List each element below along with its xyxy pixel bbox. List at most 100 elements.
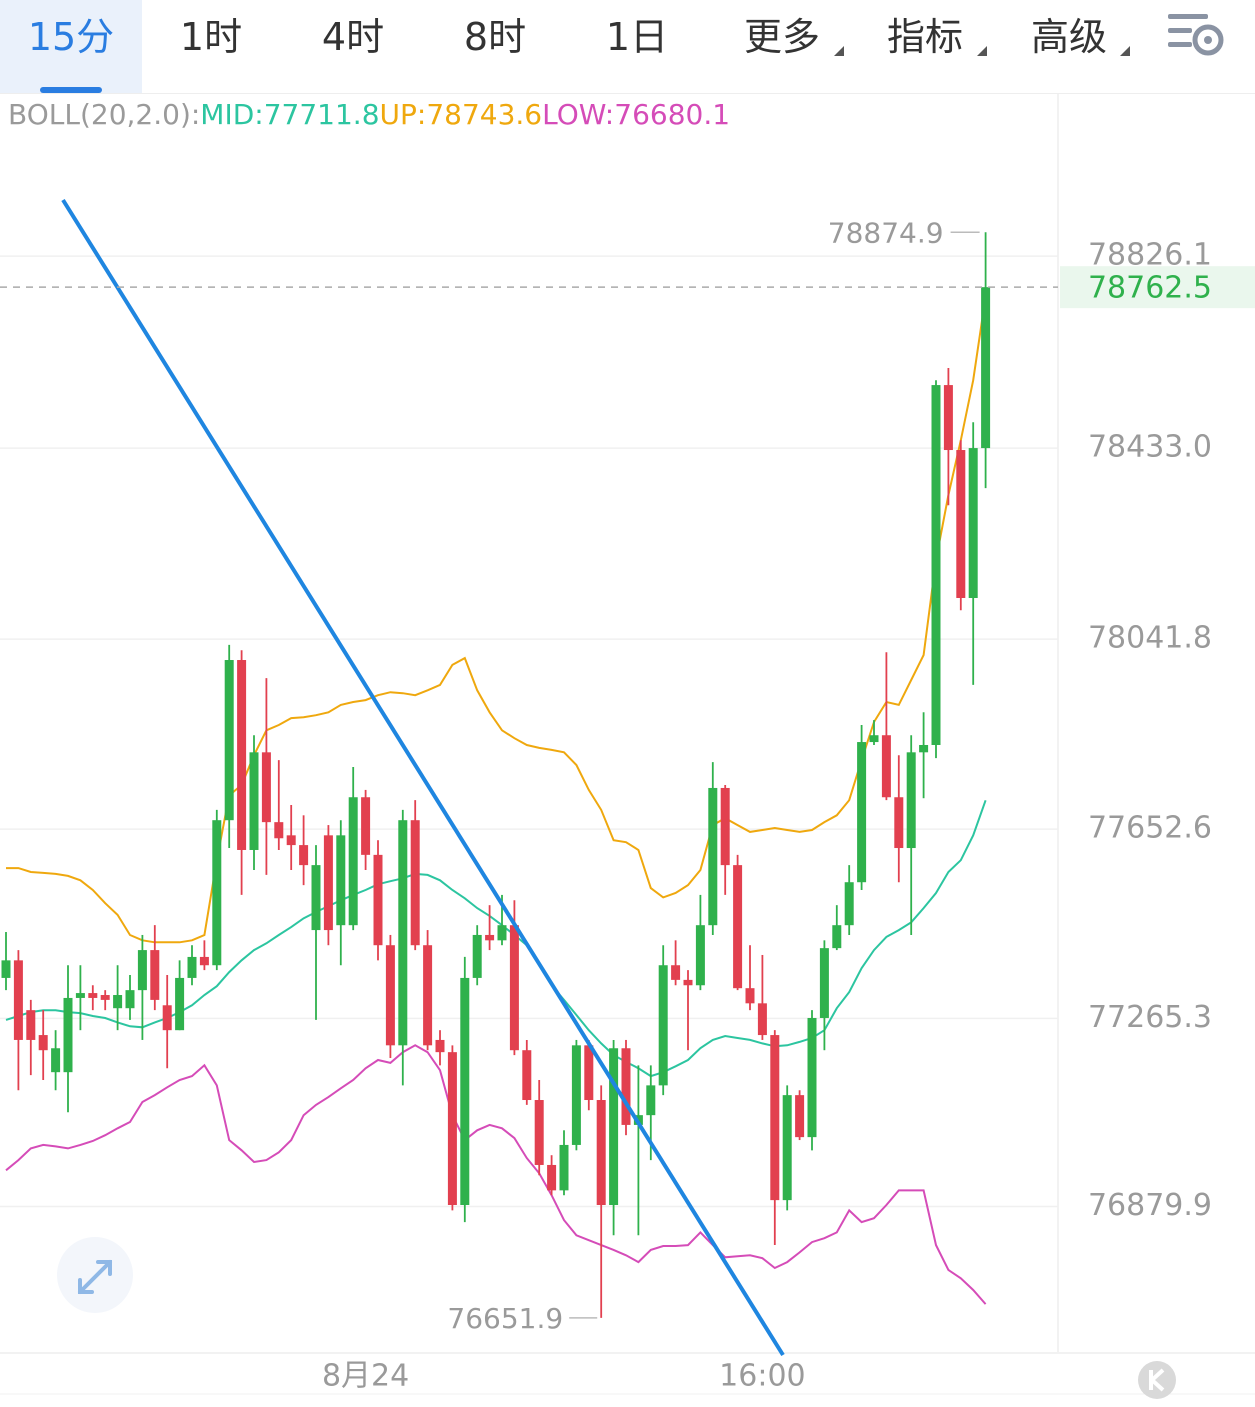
tab-bar: 15分 1时 4时 8时 1日 更多 指标 高级 xyxy=(0,0,1255,94)
logo-button[interactable] xyxy=(1138,1361,1176,1399)
candles xyxy=(1,232,991,1318)
candle-body xyxy=(968,448,978,598)
candle-body xyxy=(51,1048,61,1073)
candle-body xyxy=(336,835,346,926)
tab[interactable]: 1时 xyxy=(179,15,243,59)
candle-body xyxy=(398,820,408,1046)
candle-body xyxy=(931,385,941,745)
candle-body xyxy=(621,1048,631,1125)
candle-body xyxy=(361,797,371,855)
candle-body xyxy=(274,822,284,839)
legend-name: MID: xyxy=(200,98,263,131)
dropdown-marker xyxy=(977,46,987,56)
overlay: BOLL(20,2.0):MID:77711.8UP:78743.6LOW:76… xyxy=(0,98,1255,1335)
candle-body xyxy=(447,1052,457,1206)
candle-body xyxy=(261,752,271,823)
tab[interactable]: 高级 xyxy=(1030,15,1107,59)
settings-icon[interactable] xyxy=(1166,8,1226,68)
candle-body xyxy=(646,1085,656,1116)
legend-value: 76680.1 xyxy=(614,98,730,131)
candle-body xyxy=(770,1035,780,1201)
candle-body xyxy=(658,965,668,1086)
candle-body xyxy=(509,925,519,1051)
candle-body xyxy=(559,1144,569,1191)
candle-body xyxy=(385,945,395,1046)
candle-body xyxy=(113,995,123,1009)
candle-body xyxy=(88,993,98,998)
legend-value: 78743.6 xyxy=(426,98,542,131)
y-tick-label: 78826.1 xyxy=(1088,238,1212,273)
last-price-box xyxy=(1060,266,1255,309)
band-line xyxy=(6,296,987,944)
legend-label: BOLL(20,2.0): xyxy=(8,98,200,131)
candle-body xyxy=(745,988,755,1004)
band-line xyxy=(5,1044,987,1305)
candle-body xyxy=(299,845,309,866)
candle-body xyxy=(571,1045,581,1145)
candle-body xyxy=(671,965,681,980)
y-tick-label: 76879.9 xyxy=(1088,1188,1212,1223)
candle-body xyxy=(522,1050,532,1101)
legend-name: LOW: xyxy=(542,98,614,131)
y-tick-label: 78041.8 xyxy=(1088,621,1212,656)
candle-body xyxy=(175,977,185,1031)
candle-body xyxy=(782,1095,792,1201)
candle-body xyxy=(609,1048,619,1206)
candle-body xyxy=(286,835,296,846)
candle-body xyxy=(249,752,259,850)
candle-body xyxy=(348,797,358,926)
candle-body xyxy=(683,979,693,986)
tab[interactable]: 15分 xyxy=(0,0,142,93)
candle-body xyxy=(807,1017,817,1138)
candle-body xyxy=(187,956,197,978)
legend-name: UP: xyxy=(380,98,427,131)
x-tick-label: 16:00 xyxy=(719,1359,805,1394)
min-label: 76651.9 xyxy=(447,1302,563,1335)
candle-body xyxy=(906,752,916,849)
candle-body xyxy=(150,950,160,1000)
candle-body xyxy=(733,865,743,989)
candle-body xyxy=(410,820,420,946)
tab[interactable]: 4时 xyxy=(321,15,385,59)
candle-body xyxy=(943,385,953,451)
candle-body xyxy=(423,945,433,1046)
candle-body xyxy=(981,287,991,449)
tab[interactable]: 8时 xyxy=(463,15,527,59)
candle-body xyxy=(460,977,470,1206)
candle-body xyxy=(100,995,110,1000)
candle-body xyxy=(832,925,842,949)
candle-body xyxy=(956,450,966,598)
candle-body xyxy=(534,1100,544,1165)
candle-body xyxy=(38,1035,48,1051)
candle-body xyxy=(472,934,482,978)
drawn-trendline[interactable] xyxy=(61,198,785,1357)
candle-body xyxy=(212,820,222,966)
candle-body xyxy=(485,934,495,941)
candle-body xyxy=(137,950,147,991)
candle-body xyxy=(1,960,11,978)
tab[interactable]: 更多 xyxy=(743,15,820,59)
candle-body xyxy=(199,956,209,966)
max-label: 78874.9 xyxy=(828,216,944,249)
y-tick-label: 77265.3 xyxy=(1088,1000,1212,1035)
candle-body xyxy=(13,960,23,1040)
candle-body xyxy=(869,735,879,743)
candle-body xyxy=(757,1003,767,1036)
tab[interactable]: 指标 xyxy=(886,15,963,59)
candle-body xyxy=(795,1095,805,1138)
x-tick-label: 8月24 xyxy=(322,1359,409,1394)
candle-body xyxy=(881,735,891,798)
candle-body xyxy=(919,744,929,753)
legend-value: 77711.8 xyxy=(264,98,380,131)
expand-button[interactable] xyxy=(57,1237,133,1313)
candle-body xyxy=(75,993,85,998)
candle-body xyxy=(708,787,718,926)
y-tick-label: 78433.0 xyxy=(1088,430,1212,465)
candle-body xyxy=(695,925,705,986)
candle-body xyxy=(497,925,507,941)
candle-body xyxy=(373,854,383,946)
tab[interactable]: 1日 xyxy=(605,15,669,59)
candle-body xyxy=(596,1100,606,1206)
candle-body xyxy=(162,1005,172,1031)
